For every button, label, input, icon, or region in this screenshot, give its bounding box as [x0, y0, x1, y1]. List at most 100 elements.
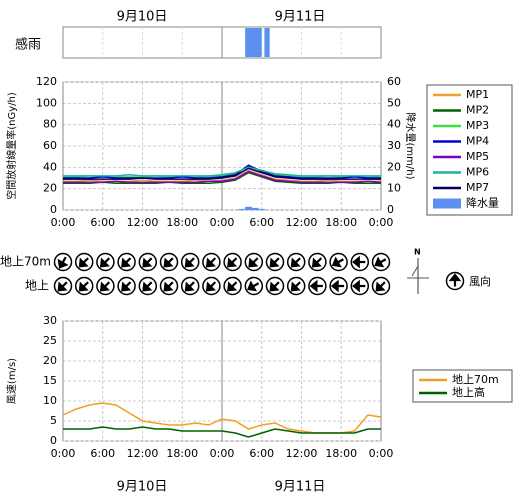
wind-arrow: [53, 276, 73, 296]
date-label: 9月10日: [117, 10, 168, 25]
x-tick-label: 6:00: [249, 447, 274, 460]
wind-arrow: [138, 252, 158, 272]
x-tick-label: 18:00: [166, 216, 198, 229]
date-label: 9月10日: [117, 480, 168, 495]
y2-tick-label: 40: [387, 118, 401, 131]
wind-arrow: [159, 252, 179, 272]
wind-arrow: [202, 252, 221, 272]
x-tick-label: 0:00: [369, 447, 394, 460]
y-tick-label: 25: [43, 334, 57, 347]
arrow: [309, 279, 323, 293]
arrow: [375, 281, 386, 292]
y-tick-label: 30: [43, 314, 57, 327]
arrow: [205, 257, 217, 268]
rain-bar: [251, 207, 259, 210]
arrow: [448, 273, 462, 287]
north-arrow: [411, 264, 419, 277]
wind-arrow: [202, 276, 221, 296]
legend-arrow: [445, 271, 465, 291]
wind-arrow: [180, 276, 200, 296]
wind-arrow: [286, 252, 306, 272]
strip-label: 感雨: [15, 37, 41, 53]
arrow: [78, 257, 89, 268]
x-tick-label: 12:00: [286, 447, 318, 460]
y-axis-label: 空間放射線量率(nGy/h): [5, 92, 18, 200]
wind-arrow: [96, 252, 115, 272]
wind-arrow: [265, 252, 285, 272]
arrow: [163, 257, 174, 268]
arrow: [163, 281, 174, 292]
y2-tick-label: 0: [387, 203, 394, 216]
series-line: [63, 166, 381, 177]
y2-tick-label: 50: [387, 96, 401, 109]
y2-tick-label: 10: [387, 182, 401, 195]
x-tick-label: 0:00: [369, 216, 394, 229]
wind-arrow: [329, 276, 348, 296]
wind-arrow: [350, 276, 370, 296]
wind-arrow: [74, 276, 94, 296]
arrow: [205, 281, 217, 292]
wind-arrow: [308, 252, 327, 272]
wind-arrow: [223, 276, 242, 296]
arrow: [269, 257, 280, 268]
rain-bar: [258, 208, 266, 210]
legend-label: MP7: [466, 181, 489, 194]
arrow: [57, 256, 69, 269]
wind-arrow: [53, 252, 73, 272]
legend-label: MP3: [466, 119, 489, 132]
wind-arrow: [371, 276, 391, 296]
rain-bar: [238, 208, 246, 210]
series-line: [63, 426, 381, 438]
arrow: [184, 281, 195, 292]
y-tick-label: 0: [50, 203, 57, 216]
legend-label: 地上高: [452, 385, 485, 399]
legend-label: MP6: [466, 166, 489, 179]
x-tick-label: 18:00: [166, 447, 198, 460]
north-label: N: [414, 248, 421, 257]
x-tick-label: 6:00: [249, 216, 274, 229]
y-tick-label: 5: [50, 414, 57, 427]
x-tick-label: 0:00: [51, 216, 76, 229]
arrow: [121, 281, 132, 292]
rain-period: [264, 28, 270, 57]
x-tick-label: 0:00: [210, 447, 235, 460]
legend-frame: [426, 84, 513, 216]
legend-label: MP5: [466, 150, 489, 163]
wind-arrow: [350, 252, 370, 272]
wind-arrow: [96, 276, 115, 296]
arrow: [142, 281, 153, 292]
y-tick-label: 80: [43, 118, 57, 131]
legend-swatch: [433, 198, 461, 209]
arrow: [330, 279, 345, 293]
legend-label: MP1: [466, 88, 489, 101]
y2-tick-label: 60: [387, 75, 401, 88]
y-tick-label: 20: [43, 182, 57, 195]
y-tick-label: 15: [43, 374, 57, 387]
date-label: 9月11日: [275, 480, 326, 495]
wind-arrow: [244, 276, 264, 296]
y2-tick-label: 30: [387, 139, 401, 152]
y-axis-label: 風速(m/s): [6, 358, 18, 404]
y-tick-label: 10: [43, 394, 57, 407]
wind-arrow: [244, 252, 264, 272]
series-line: [63, 164, 381, 179]
arrow: [99, 281, 111, 292]
series-line: [63, 170, 382, 184]
y2-tick-label: 20: [387, 160, 401, 173]
row-label: 地上70m: [0, 255, 51, 269]
arrow: [331, 256, 344, 268]
x-tick-label: 12:00: [127, 216, 159, 229]
arrow: [352, 279, 366, 293]
x-tick-label: 12:00: [286, 216, 318, 229]
x-tick-label: 18:00: [325, 216, 357, 229]
arrow: [248, 257, 259, 268]
arrow: [352, 255, 366, 269]
y-tick-label: 40: [43, 160, 57, 173]
legend-label: 降水量: [466, 196, 499, 210]
arrow: [374, 256, 387, 268]
y2-axis-label: 降水量(mm/h): [404, 113, 417, 180]
rain-bar: [245, 206, 252, 210]
y-tick-label: 60: [43, 139, 57, 152]
wind-arrow: [371, 252, 391, 272]
